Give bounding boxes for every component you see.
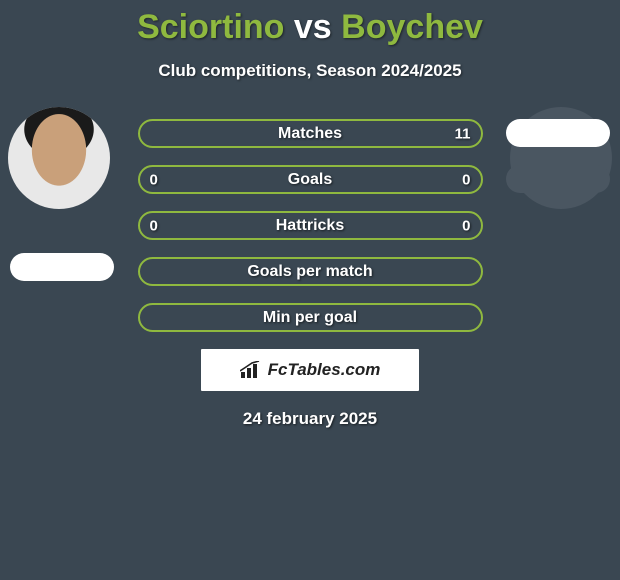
title-player1: Sciortino [137,8,284,46]
stat-right-value: 0 [462,171,470,188]
logo-text: FcTables.com [268,360,381,380]
logo-box: FcTables.com [201,349,419,391]
stat-right-value: 11 [455,125,471,142]
stat-left-value: 0 [150,171,158,188]
title-player2: Boychev [341,8,483,46]
stat-label: Hattricks [276,217,344,235]
stat-rows: Matches 11 0 Goals 0 0 Hattricks 0 Goals… [138,119,483,332]
pill-goalspermatch-left [10,253,114,281]
stat-row-hattricks: 0 Hattricks 0 [138,211,483,240]
stat-left-value: 0 [150,217,158,234]
stat-label: Goals [288,171,332,189]
subtitle: Club competitions, Season 2024/2025 [0,61,620,81]
stat-label: Goals per match [247,263,372,281]
pill-goals-right [506,165,610,193]
page-title: Sciortino vs Boychev [0,0,620,47]
stat-row-minpergoal: Min per goal [138,303,483,332]
stat-right-value: 0 [462,217,470,234]
stat-label: Min per goal [263,309,357,327]
date: 24 february 2025 [0,409,620,429]
title-vs: vs [294,8,332,46]
stat-row-matches: Matches 11 [138,119,483,148]
pill-matches-right [506,119,610,147]
stat-row-goalspermatch: Goals per match [138,257,483,286]
stat-row-goals: 0 Goals 0 [138,165,483,194]
comparison-area: Matches 11 0 Goals 0 0 Hattricks 0 Goals… [0,119,620,429]
avatar-player1 [8,107,110,209]
bar-chart-icon [240,361,262,379]
avatar-player1-photo [8,107,110,209]
stat-label: Matches [278,125,342,143]
